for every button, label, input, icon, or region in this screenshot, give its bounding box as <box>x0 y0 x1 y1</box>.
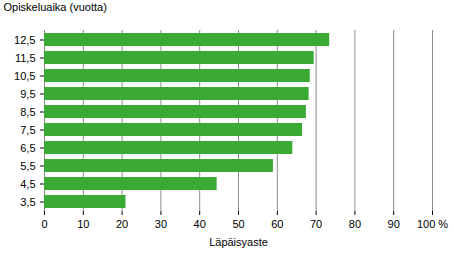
svg-text:Opiskeluaika (vuotta): Opiskeluaika (vuotta) <box>4 1 107 13</box>
svg-text:12,5: 12,5 <box>14 34 35 46</box>
svg-text:90: 90 <box>388 218 400 230</box>
svg-text:40: 40 <box>194 218 206 230</box>
svg-text:100 %: 100 % <box>417 218 448 230</box>
svg-text:10: 10 <box>77 218 89 230</box>
svg-text:11,5: 11,5 <box>15 52 36 64</box>
svg-text:7,5: 7,5 <box>20 124 35 136</box>
svg-text:20: 20 <box>116 218 128 230</box>
svg-text:50: 50 <box>232 218 244 230</box>
svg-text:60: 60 <box>271 218 283 230</box>
svg-text:3,5: 3,5 <box>20 196 35 208</box>
svg-text:Läpäisyaste: Läpäisyaste <box>209 236 268 248</box>
svg-text:10,5: 10,5 <box>14 70 35 82</box>
svg-text:80: 80 <box>349 218 361 230</box>
svg-text:9,5: 9,5 <box>20 88 35 100</box>
svg-text:70: 70 <box>310 218 322 230</box>
svg-text:0: 0 <box>41 218 47 230</box>
svg-text:5,5: 5,5 <box>20 160 35 172</box>
svg-text:8,5: 8,5 <box>20 106 35 118</box>
svg-text:4,5: 4,5 <box>20 178 35 190</box>
svg-text:6,5: 6,5 <box>20 142 35 154</box>
svg-text:30: 30 <box>155 218 167 230</box>
